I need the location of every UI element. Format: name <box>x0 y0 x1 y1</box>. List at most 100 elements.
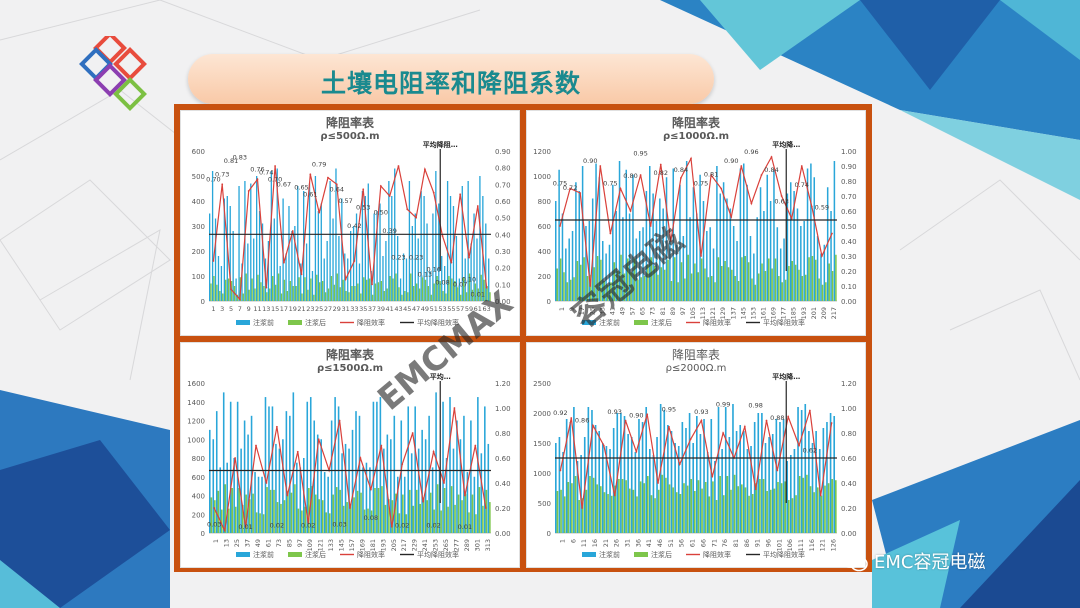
bar-before <box>289 415 291 533</box>
bar-before <box>712 248 715 301</box>
bar-after <box>751 494 754 533</box>
x-tick-label: 157 <box>348 539 356 551</box>
bar-before <box>591 198 594 301</box>
bar-before <box>642 227 644 301</box>
bar-before <box>223 198 226 301</box>
x-tick-label: 6 <box>569 539 577 543</box>
bar-after <box>600 259 602 301</box>
bar-before <box>240 448 242 533</box>
bar-before <box>561 213 564 301</box>
bar-after <box>483 279 485 301</box>
y-right-tick-label: 0.60 <box>841 455 857 463</box>
x-tick-label: 153 <box>749 307 757 319</box>
x-tick-label: 21 <box>297 305 305 313</box>
efficiency-point <box>710 174 713 176</box>
bar-before <box>355 213 358 301</box>
bar-after <box>618 479 620 533</box>
bar-after <box>686 485 689 533</box>
y-left-tick-label: 800 <box>192 455 205 463</box>
bar-after <box>694 263 696 301</box>
bar-after <box>210 497 213 533</box>
bar-after <box>363 277 365 301</box>
bar-after <box>835 254 837 301</box>
bar-after <box>395 493 397 533</box>
bar-after <box>442 291 444 301</box>
bar-before <box>452 206 455 301</box>
x-tick-label: 89 <box>669 307 677 315</box>
bar-before <box>417 448 420 533</box>
bar-before <box>739 425 742 533</box>
bar-after <box>316 274 318 301</box>
data-label: 0.65 <box>294 184 308 192</box>
bar-after <box>710 276 713 301</box>
x-tick-label: 121 <box>819 539 827 551</box>
bar-before <box>756 217 758 301</box>
y-left-tick-label: 2000 <box>533 410 551 418</box>
bar-before <box>383 448 385 533</box>
bar-after <box>818 278 820 301</box>
bar-after <box>450 486 453 533</box>
bar-before <box>790 182 792 301</box>
bar-before <box>232 231 234 301</box>
bar-before <box>344 443 347 533</box>
bar-before <box>622 217 624 301</box>
bar-before <box>285 253 287 301</box>
bar-before <box>565 248 567 301</box>
efficiency-point <box>432 191 435 194</box>
bar-after <box>248 289 250 301</box>
bar-before <box>235 278 237 301</box>
efficiency-point <box>362 188 365 191</box>
y-right-tick-label: 1.00 <box>841 405 857 413</box>
bar-after <box>675 492 678 533</box>
x-tick-label: 1 <box>558 307 566 311</box>
efficiency-point <box>424 168 426 171</box>
bar-before <box>569 422 572 533</box>
bar-before <box>665 177 668 301</box>
bar-after <box>556 491 559 533</box>
x-tick-label: 65 <box>639 307 647 315</box>
x-tick-label: 11 <box>580 539 588 547</box>
bar-after <box>643 483 646 533</box>
bar-before <box>458 278 461 301</box>
bar-after <box>816 487 819 533</box>
x-tick-label: 126 <box>830 539 838 551</box>
bar-after <box>625 480 627 533</box>
bar-after <box>468 512 470 533</box>
bar-after <box>489 502 491 533</box>
bar-before <box>229 206 231 301</box>
bar-before <box>800 410 803 533</box>
bar-after <box>784 279 787 301</box>
efficiency-point <box>776 469 779 472</box>
bar-after <box>791 261 794 301</box>
data-label: 0.02 <box>270 522 284 530</box>
bar-after <box>788 500 790 533</box>
bar-after <box>592 477 595 533</box>
efficiency-point <box>415 216 417 219</box>
bar-before <box>722 182 725 301</box>
bar-after <box>392 278 394 301</box>
efficiency-point <box>286 494 289 497</box>
logo-icon <box>79 36 147 111</box>
bar-after <box>405 514 408 533</box>
legend-label: 注浆前 <box>599 550 620 559</box>
y-right-tick-label: 0.80 <box>495 165 511 173</box>
bar-before <box>608 244 611 301</box>
efficiency-point <box>335 183 338 186</box>
x-tick-label: 97 <box>296 539 304 547</box>
y-left-tick-label: 1600 <box>187 380 205 388</box>
y-right-tick-label: 0.60 <box>495 455 511 463</box>
efficiency-point <box>453 407 456 409</box>
bar-after <box>214 500 216 533</box>
y-right-tick-label: 0.80 <box>841 178 857 186</box>
bar-before <box>670 431 673 533</box>
bar-before <box>706 452 709 533</box>
bar-after <box>780 483 783 533</box>
x-tick-label: 185 <box>790 307 798 319</box>
bar-before <box>470 243 472 301</box>
y-right-tick-label: 0.20 <box>841 505 857 513</box>
data-label: 0.90 <box>583 157 597 165</box>
bar-before <box>638 419 640 533</box>
x-tick-label: 53 <box>438 305 446 313</box>
efficiency-point <box>599 165 602 167</box>
